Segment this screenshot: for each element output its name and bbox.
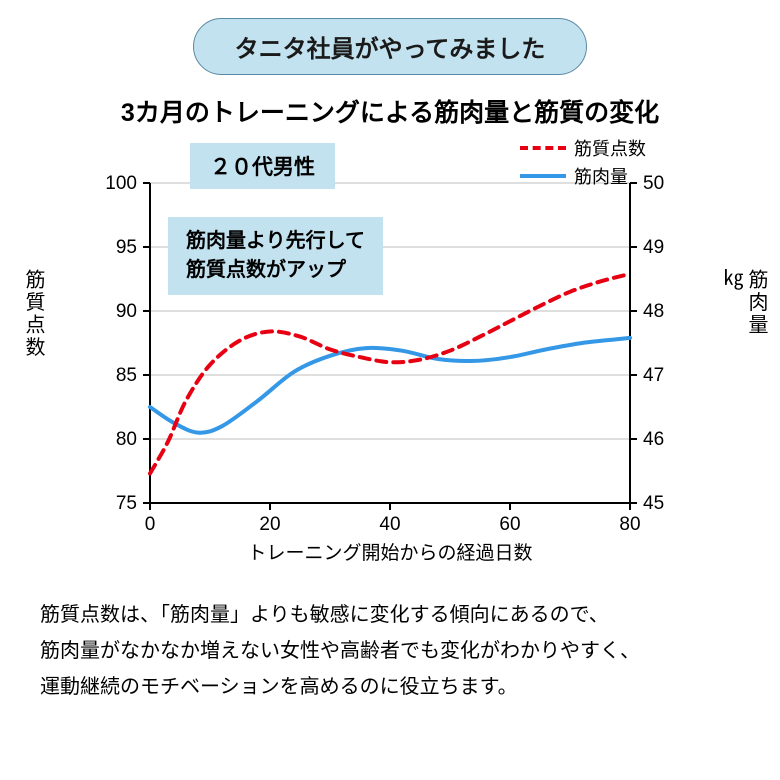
y-left-axis-label: 筋質点数 bbox=[20, 269, 45, 359]
svg-text:49: 49 bbox=[643, 237, 664, 258]
svg-text:90: 90 bbox=[116, 301, 137, 322]
callout-box: 筋肉量より先行して 筋質点数がアップ bbox=[168, 217, 383, 295]
svg-text:100: 100 bbox=[105, 173, 137, 194]
svg-text:トレーニング開始からの経過日数: トレーニング開始からの経過日数 bbox=[247, 542, 532, 564]
svg-text:85: 85 bbox=[116, 365, 137, 386]
svg-text:45: 45 bbox=[643, 493, 664, 514]
svg-text:46: 46 bbox=[643, 429, 664, 450]
svg-text:47: 47 bbox=[643, 365, 664, 386]
svg-text:95: 95 bbox=[116, 237, 137, 258]
legend-row-muscle-score: 筋質点数 bbox=[520, 135, 646, 161]
svg-text:50: 50 bbox=[643, 173, 664, 194]
svg-text:80: 80 bbox=[619, 514, 640, 535]
legend-swatch-muscle-score bbox=[520, 146, 566, 150]
svg-text:48: 48 bbox=[643, 301, 664, 322]
legend-swatch-muscle-mass bbox=[520, 174, 566, 178]
legend-label-muscle-mass: 筋肉量 bbox=[574, 163, 628, 189]
chart-svg: 0 20 40 60 80 トレーニング開始からの経過日数 75 80 85 90 95 100 45 4… bbox=[80, 139, 700, 579]
bottom-paragraph: 筋質点数は、「筋肉量」よりも敏感に変化する傾向にあるので、 筋肉量がなかなか増え… bbox=[40, 597, 740, 705]
subtitle: 3カ月のトレーニングによる筋肉量と筋質の変化 bbox=[34, 93, 746, 129]
legend-row-muscle-mass: 筋肉量 bbox=[520, 163, 646, 189]
title-chip: タニタ社員がやってみました bbox=[193, 18, 587, 75]
svg-text:40: 40 bbox=[379, 514, 400, 535]
y-right-axis-label: 筋肉量 ㎏ bbox=[718, 269, 768, 336]
svg-text:80: 80 bbox=[116, 429, 137, 450]
svg-text:60: 60 bbox=[499, 514, 520, 535]
svg-text:75: 75 bbox=[116, 493, 137, 514]
svg-text:20: 20 bbox=[259, 514, 280, 535]
svg-text:0: 0 bbox=[145, 514, 156, 535]
legend-label-muscle-score: 筋質点数 bbox=[574, 135, 646, 161]
chart-container: 筋質点数 筋肉量 ㎏ ２０代男性 筋肉量より先行して 筋質点数がアップ 筋質点数… bbox=[80, 139, 700, 579]
age-badge: ２０代男性 bbox=[190, 143, 335, 189]
legend: 筋質点数 筋肉量 bbox=[520, 135, 646, 191]
